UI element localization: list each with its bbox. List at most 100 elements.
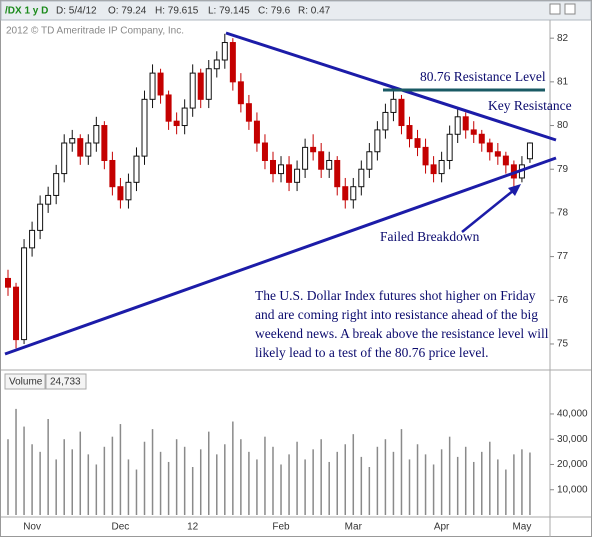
candle-body: [173, 120, 180, 127]
volume-bar: [328, 461, 330, 515]
candle-body: [237, 81, 244, 105]
volume-bar: [424, 454, 427, 515]
volume-bar: [111, 436, 114, 515]
copyright: 2012 © TD Ameritrade IP Company, Inc.: [6, 26, 184, 37]
volume-bar: [408, 459, 411, 515]
y-tick-label: 81: [557, 76, 569, 87]
volume-bar: [320, 439, 322, 515]
volume-bar: [312, 449, 314, 515]
y-tick-label: 79: [557, 164, 569, 175]
header-range: R: 0.47: [298, 6, 331, 17]
volume-bar: [264, 436, 266, 515]
annotation: Key Resistance: [488, 98, 572, 113]
candle-body: [229, 42, 236, 83]
volume-bar: [256, 459, 258, 515]
volume-bar: [296, 441, 298, 515]
volume-bar: [167, 461, 170, 515]
candle-body: [478, 133, 485, 144]
candle-body: [205, 68, 212, 100]
y-tick-label: 78: [557, 208, 569, 219]
volume-bar: [103, 446, 106, 515]
x-tick-label: Apr: [434, 522, 450, 533]
volume-bar: [143, 441, 146, 515]
candle-body: [5, 277, 11, 288]
candle-body: [294, 168, 301, 183]
candle-body: [406, 125, 413, 140]
candle-body: [117, 186, 124, 201]
volume-bar: [280, 464, 282, 515]
candle-body: [366, 151, 373, 170]
candle-body: [462, 116, 469, 131]
volume-bar: [464, 446, 467, 515]
candle-body: [197, 72, 204, 100]
candle-body: [221, 42, 228, 61]
volume-bar: [472, 461, 475, 515]
candle-body: [61, 142, 68, 175]
candle-body: [13, 286, 20, 341]
candle-body: [446, 133, 453, 161]
candle-body: [454, 116, 461, 135]
volume-bar: [440, 449, 443, 515]
volume-bar: [392, 451, 395, 515]
candle-body: [326, 159, 333, 170]
volume-bar: [384, 439, 387, 515]
candle-body: [133, 155, 140, 183]
volume-value-box: [45, 373, 87, 390]
note-line: likely lead to a test of the 80.76 price…: [255, 345, 489, 360]
icon[interactable]: [564, 3, 576, 15]
candle-body: [141, 98, 148, 157]
volume-bar: [505, 469, 507, 515]
volume-bar: [529, 452, 531, 515]
volume-bar: [304, 459, 306, 515]
volume-bar: [39, 451, 41, 515]
volume-bar: [23, 426, 25, 515]
candle-body: [350, 186, 357, 201]
candle-body: [334, 159, 341, 188]
candle-body: [37, 203, 44, 231]
x-tick-label: Nov: [23, 522, 41, 533]
volume-bar: [208, 431, 210, 515]
volume-value: 24,733: [50, 377, 81, 388]
header-bar: [0, 0, 592, 21]
candle-body: [69, 138, 76, 144]
volume-bar: [489, 441, 491, 515]
candle-body: [245, 103, 252, 122]
candle-body: [29, 229, 36, 249]
volume-bar: [521, 449, 523, 515]
support-trendline: [4, 156, 557, 356]
candle-body: [526, 142, 533, 160]
volume-title: Volume: [9, 377, 43, 388]
y-tick-label: 75: [557, 339, 569, 350]
volume-bar: [448, 436, 451, 515]
volume-bar: [216, 454, 218, 515]
candle-body: [253, 120, 260, 144]
candle-body: [486, 142, 493, 153]
y-tick-label: 80: [557, 120, 569, 131]
candle-body: [157, 72, 164, 96]
volume-bar: [7, 439, 9, 515]
note-line: and are coming right into resistance ahe…: [255, 307, 538, 322]
candle-body: [438, 159, 445, 175]
candle-body: [342, 186, 349, 201]
volume-bar: [71, 449, 73, 515]
volume-bar: [368, 467, 371, 515]
volume-bar: [344, 444, 347, 515]
volume-bar: [352, 434, 355, 515]
header-close: C: 79.6: [258, 6, 291, 17]
volume-bar: [63, 439, 65, 515]
y-tick-label: 82: [557, 33, 569, 44]
volume-bar: [79, 431, 82, 515]
candle-body: [390, 98, 397, 113]
candle-body: [93, 125, 100, 144]
volume-bar: [183, 446, 186, 515]
candle-body: [302, 146, 309, 170]
y-tick-label: 76: [557, 295, 569, 306]
candle-body: [470, 129, 477, 135]
volume-bar: [497, 459, 499, 515]
icon[interactable]: [549, 3, 561, 15]
resistance-trendline: [225, 31, 557, 142]
arrow: [461, 189, 515, 233]
candle-body: [286, 164, 293, 183]
annotation: Failed Breakdown: [380, 229, 480, 244]
volume-bar: [272, 446, 274, 515]
